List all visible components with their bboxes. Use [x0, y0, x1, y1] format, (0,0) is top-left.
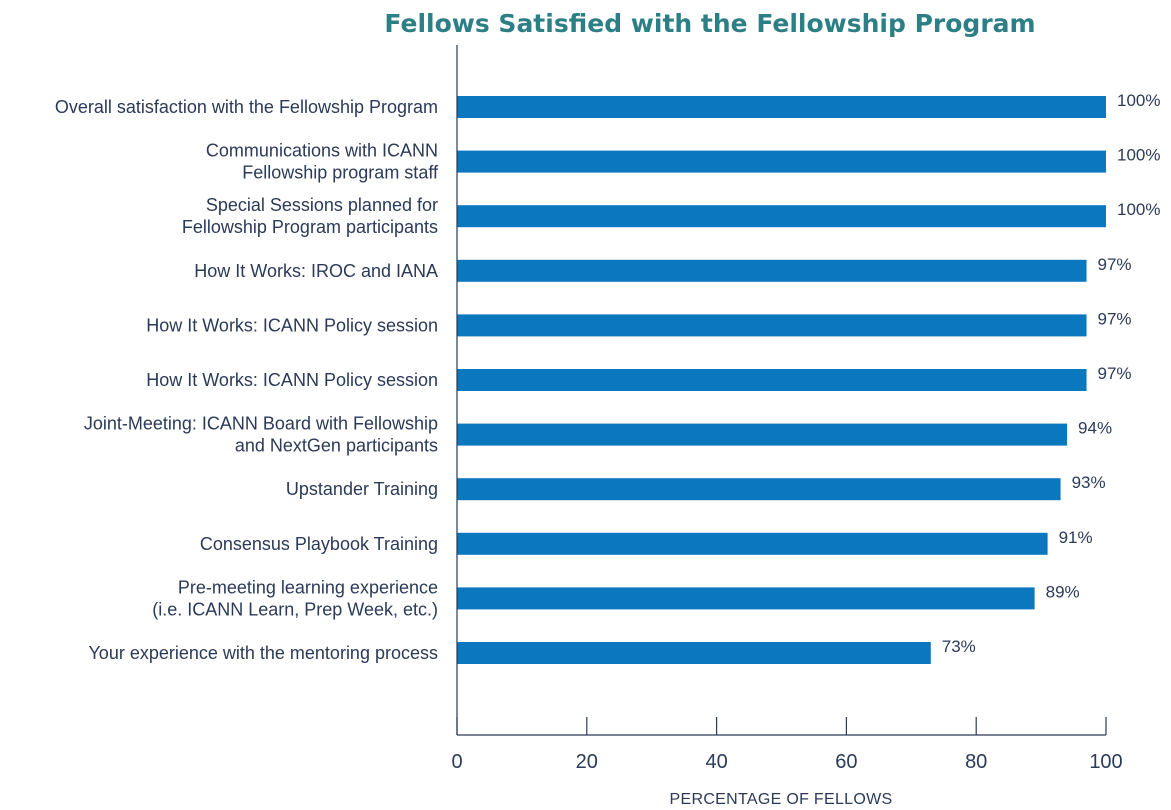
value-label: 97%	[1098, 309, 1132, 328]
category-label: Your experience with the mentoring proce…	[88, 643, 438, 663]
x-tick-label: 40	[705, 751, 727, 773]
category-label: and NextGen participants	[235, 436, 438, 456]
x-tick-label: 20	[576, 751, 598, 773]
category-label: Consensus Playbook Training	[200, 534, 438, 554]
bar	[457, 478, 1061, 501]
x-tick-label: 100	[1089, 751, 1122, 773]
category-label: Fellowship program staff	[242, 163, 439, 183]
category-label: Fellowship Program participants	[182, 217, 438, 237]
value-label: 93%	[1072, 473, 1106, 492]
x-tick-label: 80	[965, 751, 987, 773]
bars-group: 100% Overall satisfaction with the Fellow…	[55, 91, 1160, 664]
category-label: Communications with ICANN	[206, 141, 438, 161]
bar	[457, 423, 1068, 446]
value-label: 100%	[1117, 91, 1160, 110]
category-label: How It Works: ICANN Policy session	[146, 370, 438, 390]
bar	[457, 314, 1087, 337]
chart-title: Fellows Satisfied with the Fellowship Pr…	[384, 9, 1035, 38]
value-label: 97%	[1098, 364, 1132, 383]
bar	[457, 150, 1106, 173]
category-label: Joint-Meeting: ICANN Board with Fellowsh…	[84, 414, 438, 434]
value-label: 89%	[1046, 582, 1080, 601]
x-axis: 0 20 40 60 80 100	[451, 45, 1123, 773]
category-label: Pre-meeting learning experience	[178, 577, 438, 597]
category-label: Overall satisfaction with the Fellowship…	[55, 97, 438, 117]
value-label: 94%	[1078, 419, 1112, 438]
x-tick-label: 0	[451, 751, 462, 773]
value-label: 97%	[1098, 255, 1132, 274]
category-label: (i.e. ICANN Learn, Prep Week, etc.)	[152, 599, 438, 619]
value-label: 100%	[1117, 200, 1160, 219]
bar	[457, 532, 1048, 555]
value-label: 91%	[1059, 528, 1093, 547]
bar	[457, 259, 1087, 282]
bar	[457, 205, 1106, 228]
bar	[457, 369, 1087, 391]
bar	[457, 96, 1106, 118]
bar	[457, 587, 1035, 610]
category-label: How It Works: IROC and IANA	[194, 261, 438, 281]
category-label: Upstander Training	[286, 479, 438, 499]
x-tick-label: 60	[835, 751, 857, 773]
bar	[457, 642, 931, 664]
x-axis-title: PERCENTAGE OF FELLOWS	[670, 791, 893, 808]
category-label: Special Sessions planned for	[206, 195, 438, 215]
value-label: 73%	[942, 637, 976, 656]
category-label: How It Works: ICANN Policy session	[146, 315, 438, 335]
value-label: 100%	[1117, 146, 1160, 165]
